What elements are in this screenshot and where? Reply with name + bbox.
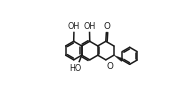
Text: O: O xyxy=(104,22,110,31)
Text: O: O xyxy=(107,62,114,71)
Text: OH: OH xyxy=(83,22,96,31)
Text: HO: HO xyxy=(70,64,82,73)
Polygon shape xyxy=(114,55,123,62)
Text: OH: OH xyxy=(68,22,80,31)
